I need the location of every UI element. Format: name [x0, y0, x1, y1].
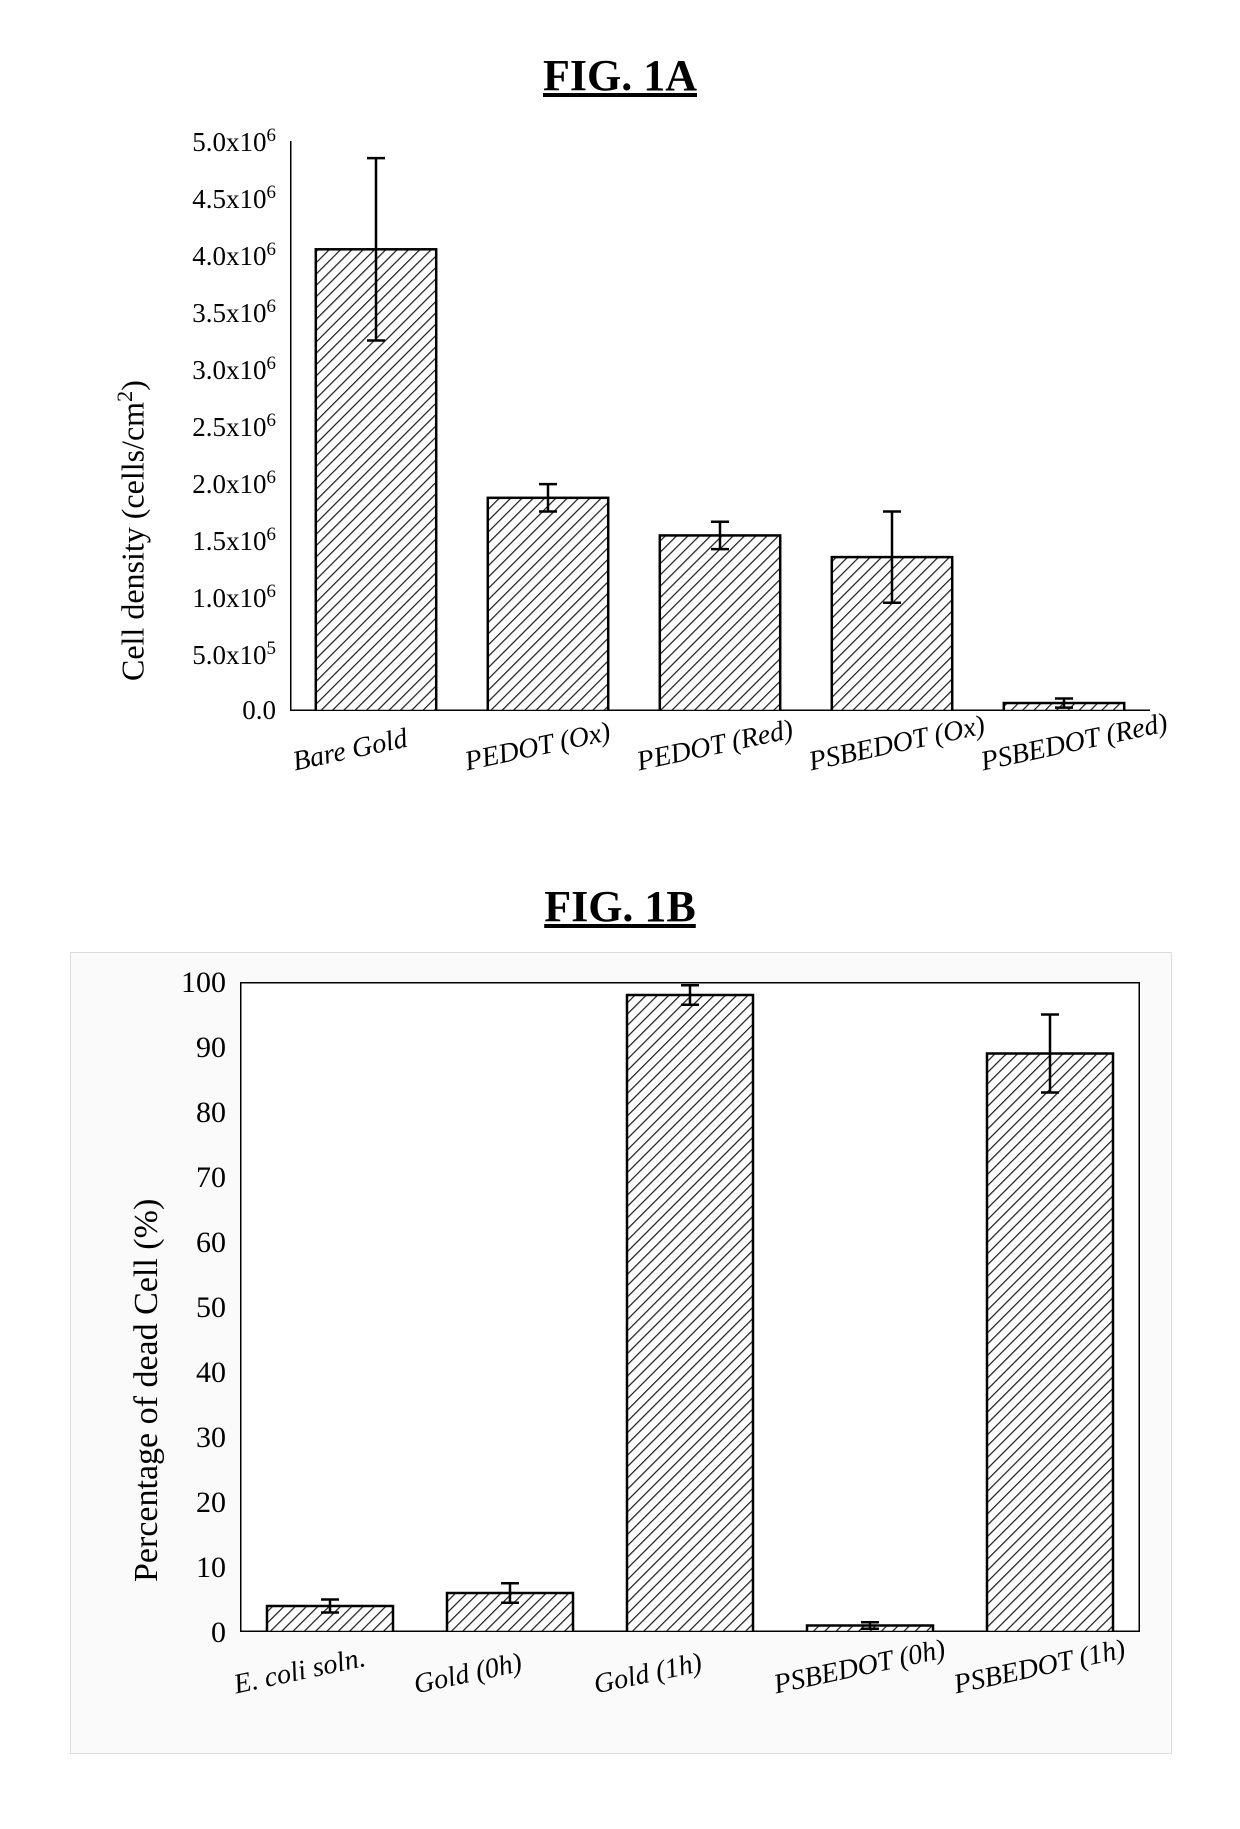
chart-a-xcategory: Bare Gold — [290, 723, 411, 778]
chart-a-ytick-label: 3.5x106 — [70, 296, 276, 329]
chart-b-ytick-label: 100 — [70, 966, 226, 1000]
chart-a-xcategory: PSBEDOT (Ox) — [806, 710, 988, 779]
fig-b-title: FIG. 1B — [40, 881, 1200, 932]
chart-b-svg — [240, 982, 1140, 1632]
fig-a-title: FIG. 1A — [40, 50, 1200, 101]
chart-a-ytick-label: 4.5x106 — [70, 182, 276, 215]
chart-a-plot-area — [290, 141, 1150, 711]
chart-b-ytick-label: 40 — [70, 1356, 226, 1390]
chart-a-xcategory: PEDOT (Red) — [634, 714, 796, 778]
chart-b-ytick-label: 30 — [70, 1421, 226, 1455]
chart-a-ytick-label: 5.0x105 — [70, 638, 276, 671]
chart-b-ytick-label: 80 — [70, 1096, 226, 1130]
chart-a-ytick-label: 3.0x106 — [70, 353, 276, 386]
chart-b: Percentage of dead Cell (%) 010203040506… — [70, 952, 1170, 1752]
chart-b-ytick-label: 70 — [70, 1161, 226, 1195]
chart-a-xcategory: PEDOT (Ox) — [462, 716, 613, 778]
chart-a-ytick-label: 1.5x106 — [70, 524, 276, 557]
chart-a-ytick-label: 4.0x106 — [70, 239, 276, 272]
chart-a-ytick-label: 1.0x106 — [70, 581, 276, 614]
chart-a-ytick-label: 2.5x106 — [70, 410, 276, 443]
chart-a-xcategory: PSBEDOT (Red) — [978, 707, 1171, 778]
chart-b-ytick-label: 50 — [70, 1291, 226, 1325]
chart-b-ytick-label: 20 — [70, 1486, 226, 1520]
chart-b-ytick-label: 90 — [70, 1031, 226, 1065]
chart-a-ytick-label: 2.0x106 — [70, 467, 276, 500]
chart-b-plot-area — [240, 982, 1140, 1632]
chart-b-ytick-label: 10 — [70, 1551, 226, 1585]
chart-a-svg — [290, 141, 1150, 711]
chart-b-ytick-label: 60 — [70, 1226, 226, 1260]
chart-b-ytick-label: 0 — [70, 1616, 226, 1650]
chart-a: Cell density (cells/cm2) 0.05.0x1051.0x1… — [70, 121, 1170, 841]
chart-a-ytick-label: 5.0x106 — [70, 125, 276, 158]
chart-a-ytick-label: 0.0 — [70, 695, 276, 726]
page: FIG. 1A Cell density (cells/cm2) 0.05.0x… — [0, 0, 1240, 1829]
